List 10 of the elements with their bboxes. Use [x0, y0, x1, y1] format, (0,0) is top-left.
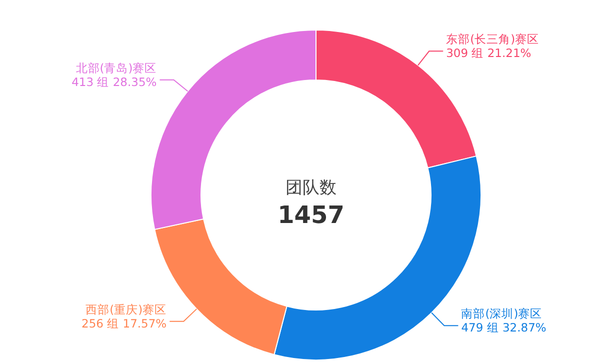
text: 团队数: [286, 178, 336, 198]
data-label: 256 组 17.57%: [82, 316, 167, 330]
text: 1457: [278, 201, 344, 229]
data-label: 309 组 21.21%: [446, 46, 532, 60]
data-label: 479 组 32.87%: [461, 320, 546, 335]
slice-label: 西部(重庆)赛区: [86, 302, 167, 316]
slice-label: 北部(青岛)赛区: [76, 60, 157, 75]
slice-label: 东部(长三角)赛区: [446, 32, 540, 46]
slice-label: 南部(深圳)赛区: [461, 306, 542, 321]
data-label: 413 组 28.35%: [72, 74, 157, 89]
